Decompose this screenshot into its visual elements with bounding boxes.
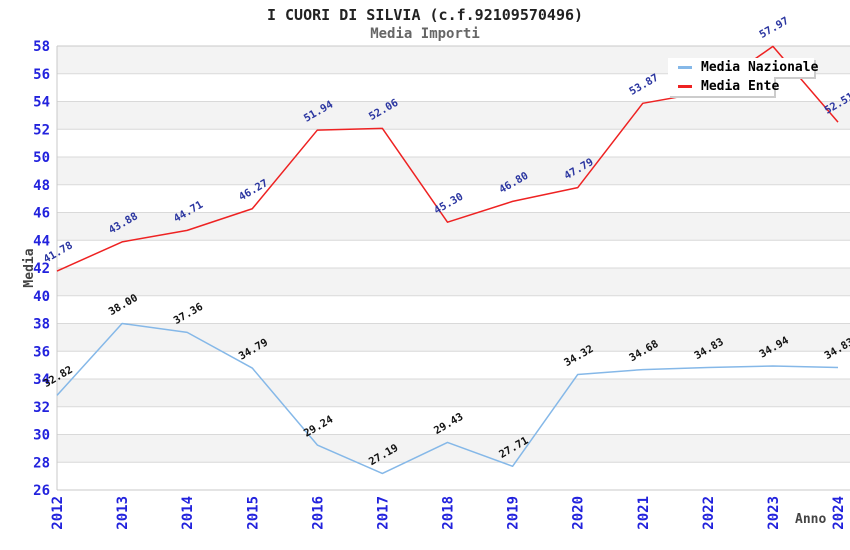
x-tick-label: 2017 <box>375 496 391 530</box>
series-line <box>56 322 839 475</box>
x-tick-label: 2022 <box>701 496 717 530</box>
legend-label: Media Nazionale <box>701 60 819 75</box>
y-tick-label: 48 <box>33 178 50 194</box>
x-tick-label: 2015 <box>245 496 261 530</box>
x-tick-label: 2012 <box>50 496 66 530</box>
y-tick-label: 32 <box>33 400 50 416</box>
legend-entry-media-ente: Media Ente <box>668 77 779 96</box>
x-axis-title: Anno <box>795 512 827 527</box>
y-tick-label: 50 <box>33 150 50 166</box>
x-tick-label: 2014 <box>180 496 196 530</box>
y-tick-label: 54 <box>33 95 50 111</box>
media-ente-line-swatch <box>678 85 692 88</box>
x-tick-label: 2018 <box>441 496 457 530</box>
legend-entry-media-nazionale: Media Nazionale <box>668 58 818 77</box>
y-tick-label: 40 <box>33 289 50 305</box>
x-tick-label: 2024 <box>831 496 847 530</box>
data-point-label: 53.87 <box>627 72 660 98</box>
y-tick-label: 30 <box>33 428 50 444</box>
y-tick-label: 36 <box>33 344 50 360</box>
chart-title: I CUORI DI SILVIA (c.f.92109570496) <box>266 6 584 24</box>
data-point-label: 57.97 <box>757 15 790 41</box>
x-tick-label: 2013 <box>115 496 131 530</box>
chart-subtitle: Media Importi <box>370 26 480 42</box>
y-tick-label: 26 <box>33 483 50 499</box>
data-point-label: 29.43 <box>432 411 465 437</box>
x-tick-label: 2019 <box>506 496 522 530</box>
x-tick-label: 2016 <box>310 496 326 530</box>
y-tick-label: 34 <box>33 372 50 388</box>
y-tick-label: 28 <box>33 455 50 471</box>
y-tick-label: 56 <box>33 67 50 83</box>
y-tick-label: 46 <box>33 206 50 222</box>
x-tick-label: 2020 <box>571 496 587 530</box>
y-tick-label: 44 <box>33 233 50 249</box>
y-tick-label: 58 <box>33 39 50 55</box>
y-tick-label: 42 <box>33 261 50 277</box>
x-tick-label: 2021 <box>636 496 652 530</box>
y-tick-label: 52 <box>33 122 50 138</box>
y-axis-title: Media <box>22 248 37 287</box>
x-tick-label: 2023 <box>766 496 782 530</box>
y-tick-label: 38 <box>33 317 50 333</box>
media-nazionale-line-swatch <box>678 66 692 69</box>
legend-label: Media Ente <box>701 79 780 94</box>
